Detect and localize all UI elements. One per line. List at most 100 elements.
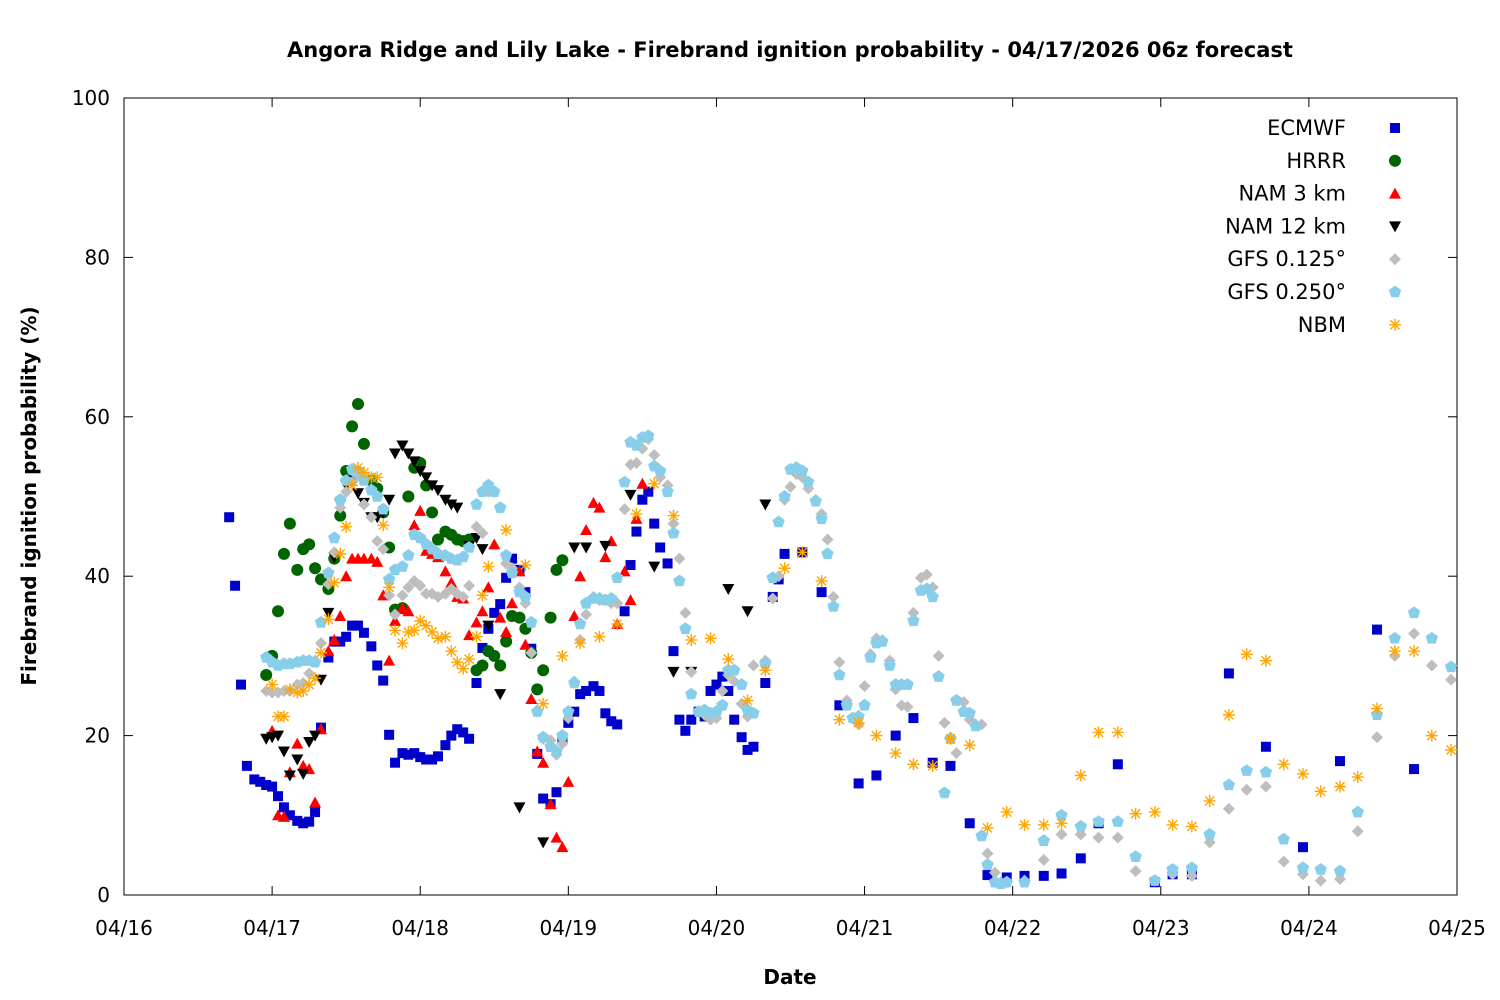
data-point bbox=[1425, 631, 1438, 644]
data-point bbox=[759, 499, 772, 511]
data-point bbox=[981, 822, 994, 835]
legend: ECMWF HRRR NAM 3 km NAM 12 km GFS 0.125° GFS … bbox=[1225, 116, 1402, 337]
data-point bbox=[580, 523, 593, 535]
data-point bbox=[334, 547, 347, 560]
data-point bbox=[1409, 764, 1420, 775]
data-point bbox=[648, 477, 661, 490]
data-point bbox=[883, 659, 896, 671]
data-point bbox=[1223, 668, 1234, 679]
data-point bbox=[537, 664, 550, 677]
data-point bbox=[408, 624, 421, 637]
data-point bbox=[353, 620, 364, 631]
data-point bbox=[283, 517, 296, 530]
data-point bbox=[390, 757, 401, 768]
data-point bbox=[599, 551, 612, 563]
data-point bbox=[833, 668, 846, 681]
data-point bbox=[766, 571, 779, 584]
data-point bbox=[550, 831, 563, 843]
data-point bbox=[1166, 863, 1179, 875]
y-tick-label: 60 bbox=[85, 405, 110, 429]
data-point bbox=[457, 662, 470, 675]
data-point bbox=[1259, 765, 1273, 778]
data-point bbox=[1371, 702, 1384, 715]
data-point bbox=[328, 546, 341, 559]
data-point bbox=[277, 710, 290, 723]
data-point bbox=[908, 713, 919, 724]
data-point bbox=[519, 559, 532, 572]
data-point bbox=[821, 533, 834, 546]
data-point bbox=[1351, 805, 1364, 818]
data-point bbox=[303, 736, 316, 748]
data-point bbox=[494, 689, 507, 701]
data-point bbox=[488, 538, 501, 550]
data-point bbox=[383, 589, 396, 602]
data-point bbox=[352, 461, 365, 474]
data-point bbox=[382, 572, 396, 585]
data-point bbox=[705, 685, 716, 696]
data-point bbox=[580, 542, 593, 554]
data-point bbox=[840, 698, 853, 711]
data-point bbox=[525, 615, 538, 628]
data-point bbox=[476, 589, 489, 602]
data-point bbox=[611, 571, 624, 584]
x-tick-label: 04/17 bbox=[243, 916, 301, 940]
data-point bbox=[1075, 853, 1086, 864]
data-point bbox=[642, 429, 655, 442]
x-axis-label: Date bbox=[763, 965, 816, 989]
data-point bbox=[667, 526, 680, 539]
data-point bbox=[470, 498, 483, 510]
data-point bbox=[926, 590, 939, 603]
data-point bbox=[1111, 831, 1124, 844]
y-tick-label: 80 bbox=[85, 245, 110, 269]
data-point bbox=[439, 494, 452, 506]
data-point bbox=[462, 541, 476, 553]
data-point bbox=[1185, 820, 1198, 833]
plot-frame bbox=[123, 97, 1458, 896]
data-point bbox=[358, 627, 369, 638]
data-point bbox=[550, 745, 563, 757]
data-point bbox=[1445, 743, 1458, 756]
data-point bbox=[1111, 815, 1124, 827]
data-point bbox=[476, 544, 489, 556]
data-point bbox=[445, 645, 458, 658]
data-point bbox=[1333, 780, 1346, 793]
data-point bbox=[347, 620, 358, 631]
data-point bbox=[383, 581, 396, 594]
data-point bbox=[463, 579, 476, 592]
data-point bbox=[445, 499, 458, 511]
series-layer bbox=[224, 398, 1458, 890]
data-point bbox=[457, 590, 470, 603]
legend-marker bbox=[1389, 187, 1401, 199]
data-point bbox=[352, 488, 365, 500]
data-point bbox=[414, 579, 427, 592]
data-point bbox=[340, 570, 353, 582]
data-point bbox=[309, 562, 322, 575]
data-point bbox=[907, 758, 920, 771]
data-point bbox=[357, 498, 370, 511]
data-point bbox=[297, 768, 310, 780]
data-point bbox=[1185, 861, 1199, 874]
data-point bbox=[477, 642, 488, 653]
data-point bbox=[236, 679, 247, 690]
legend-marker bbox=[1389, 154, 1401, 167]
data-point bbox=[402, 581, 415, 594]
data-point bbox=[550, 563, 563, 576]
data-point bbox=[1148, 806, 1161, 819]
data-point bbox=[568, 610, 581, 622]
data-point bbox=[507, 553, 518, 564]
data-point bbox=[1018, 875, 1031, 888]
data-point bbox=[988, 866, 1001, 879]
data-point bbox=[871, 770, 882, 781]
data-point bbox=[314, 646, 327, 659]
data-point bbox=[674, 714, 685, 725]
data-point bbox=[778, 490, 791, 502]
data-point bbox=[1111, 726, 1124, 739]
data-point bbox=[853, 778, 864, 789]
data-point bbox=[624, 489, 637, 501]
data-point bbox=[322, 613, 335, 626]
data-point bbox=[654, 464, 667, 477]
data-point bbox=[748, 741, 759, 752]
data-point bbox=[618, 503, 631, 516]
data-point bbox=[907, 614, 920, 627]
data-point bbox=[938, 786, 951, 799]
